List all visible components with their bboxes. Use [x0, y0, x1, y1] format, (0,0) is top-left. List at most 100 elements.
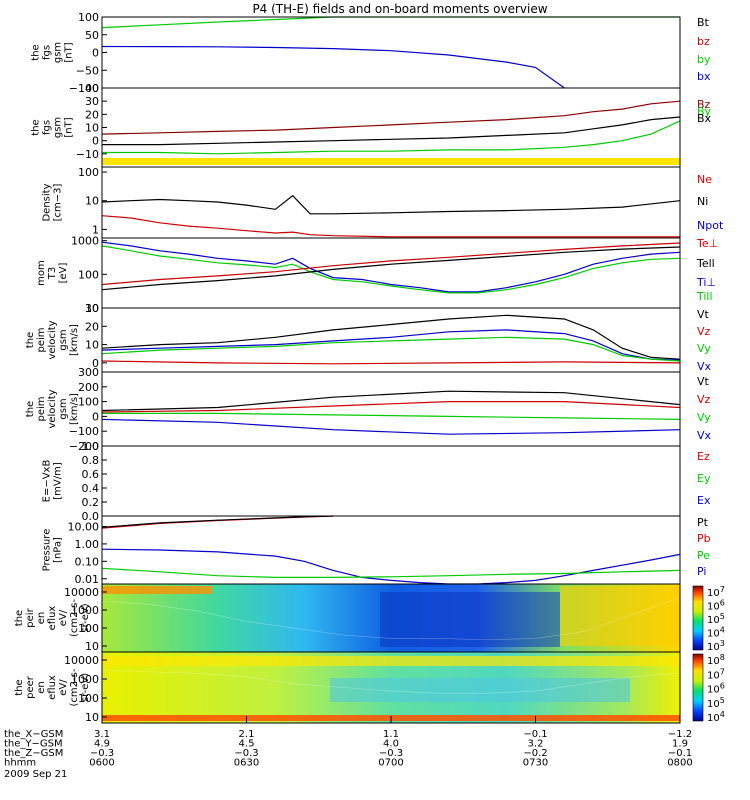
legend-entry: Bx: [697, 112, 712, 125]
x-row-label: the_X−GSM: [4, 729, 63, 740]
legend-entry: Ey: [697, 472, 711, 485]
series-line: [101, 314, 681, 360]
y-tick-label: 300: [78, 366, 99, 379]
y-axis-label: fgs: [42, 120, 53, 135]
y-tick-label: 10: [85, 122, 99, 135]
spectrogram-trace: [101, 597, 681, 641]
legend-entry: Tell: [696, 257, 715, 270]
spectrogram-band: [560, 586, 680, 646]
series-line: [101, 360, 681, 365]
spectrogram-band: [102, 586, 212, 594]
legend-entry: Te⊥: [696, 237, 718, 250]
x-row-value: −0.1: [523, 729, 547, 740]
y-tick-label: 0.2: [82, 496, 100, 509]
y-axis-label: [km/s]: [69, 324, 80, 356]
chart-title: P4 (TH-E) fields and on-board moments ov…: [252, 2, 547, 16]
y-axis-label: the: [14, 679, 25, 695]
x-row-value: 1.9: [672, 739, 688, 750]
y-axis-label: sr-eV): [80, 603, 91, 632]
y-axis-label: eflux: [47, 675, 58, 700]
y-tick-label: 10: [85, 195, 99, 208]
x-row-value: 0630: [234, 758, 259, 769]
y-axis-label: [nT]: [64, 42, 75, 62]
legend-entry: Pt: [697, 516, 709, 529]
y-tick-label: −50: [76, 64, 99, 77]
colorbar-label: 106: [707, 682, 725, 696]
y-tick-label: 20: [85, 320, 99, 333]
panel-frame: [101, 16, 681, 89]
legend-entry: Till: [696, 290, 713, 303]
y-axis-label: peim: [36, 396, 47, 421]
x-row-value: −0.3: [90, 748, 114, 759]
y-tick-label: 0.01: [75, 573, 100, 586]
series-line: [102, 412, 681, 420]
y-tick-label: 10: [85, 302, 99, 315]
y-axis-label: T3: [47, 267, 58, 280]
y-tick-label: 200: [78, 381, 99, 394]
series-line: [101, 418, 681, 435]
y-tick-label: 0: [92, 410, 99, 423]
series-line: [101, 390, 681, 412]
series-line: [101, 246, 681, 291]
y-axis-label: peer: [25, 675, 36, 699]
y-tick-label: 10: [85, 339, 99, 352]
panel-8: 10.00 1.00 0.10 0.01 Pt Pb Pe Pi Pressure [nPa]: [42, 515, 711, 586]
y-axis-label: [mV/m]: [53, 462, 64, 500]
colorbar-label: 106: [707, 599, 725, 613]
panel-1: 100 50 0 −50 −100 Bt bz by bx the fgs gsm [nT]: [31, 11, 711, 95]
y-tick-label: 0.10: [75, 555, 100, 568]
y-axis-label: gsm: [58, 398, 69, 419]
y-axis-label: eV/: [58, 679, 69, 696]
legend-entry: Ti⊥: [696, 276, 716, 289]
y-axis-label: the: [31, 119, 42, 135]
legend-entry: Vz: [697, 325, 711, 338]
y-tick-label: 40: [85, 82, 99, 95]
series-line: [101, 548, 681, 585]
y-axis-label: sr-eV): [80, 673, 91, 702]
y-axis-label: [eV]: [58, 263, 69, 284]
spectrogram-band: [380, 592, 560, 647]
y-axis-label: the: [31, 44, 42, 60]
legend-entry: Ni: [697, 195, 708, 208]
legend-entry: Bt: [697, 16, 710, 29]
y-tick-label: 20: [85, 108, 99, 121]
y-tick-label: 10000: [64, 654, 99, 667]
legend-entry: Vx: [697, 360, 712, 373]
y-tick-label: 100: [78, 622, 99, 635]
x-row-value: −1.2: [668, 729, 692, 740]
y-tick-label: 0.0: [82, 510, 100, 523]
y-tick-label: 50: [85, 29, 99, 42]
y-axis-label: fgs: [42, 45, 53, 60]
spectrogram-band: [102, 656, 680, 666]
series-line: [101, 515, 334, 528]
y-tick-label: 100: [78, 692, 99, 705]
y-axis-label: gsm: [53, 117, 64, 138]
legend-entry: Vt: [697, 375, 710, 388]
y-axis-label: [nT]: [64, 117, 75, 137]
x-row-value: 3.1: [94, 729, 110, 740]
legend-entry: Ex: [697, 494, 711, 507]
y-tick-label: 1.00: [75, 538, 100, 551]
y-axis-label: mom: [36, 260, 47, 286]
legend-entry: Vt: [697, 308, 710, 321]
series-line: [102, 116, 681, 146]
y-axis-label: gsm: [58, 329, 69, 350]
y-tick-label: −200: [69, 440, 99, 453]
y-tick-label: 10000: [64, 586, 99, 599]
legend-entry: bx: [697, 70, 711, 83]
y-axis-label: gsm: [53, 42, 64, 63]
y-axis-label: (cm2-s-: [69, 599, 80, 637]
colorbar-label: 108: [707, 653, 725, 667]
panel-frame: [101, 87, 681, 168]
y-axis-label: the: [25, 332, 36, 348]
series-line: [101, 241, 681, 293]
x-axis: the_X−GSM 3.1 2.1 1.1 −0.1 −1.2 the_Y−GSM 4.9 4.…: [4, 716, 693, 780]
spectrogram-band: [330, 678, 630, 702]
y-tick-label: 100: [78, 166, 99, 179]
colorbar-label: 105: [707, 612, 725, 626]
y-tick-label: 100: [78, 11, 99, 24]
y-tick-label: 1000: [71, 604, 99, 617]
y-tick-label: 10.00: [68, 520, 100, 533]
legend-entry: Vz: [697, 393, 711, 406]
series-line: [101, 215, 680, 238]
